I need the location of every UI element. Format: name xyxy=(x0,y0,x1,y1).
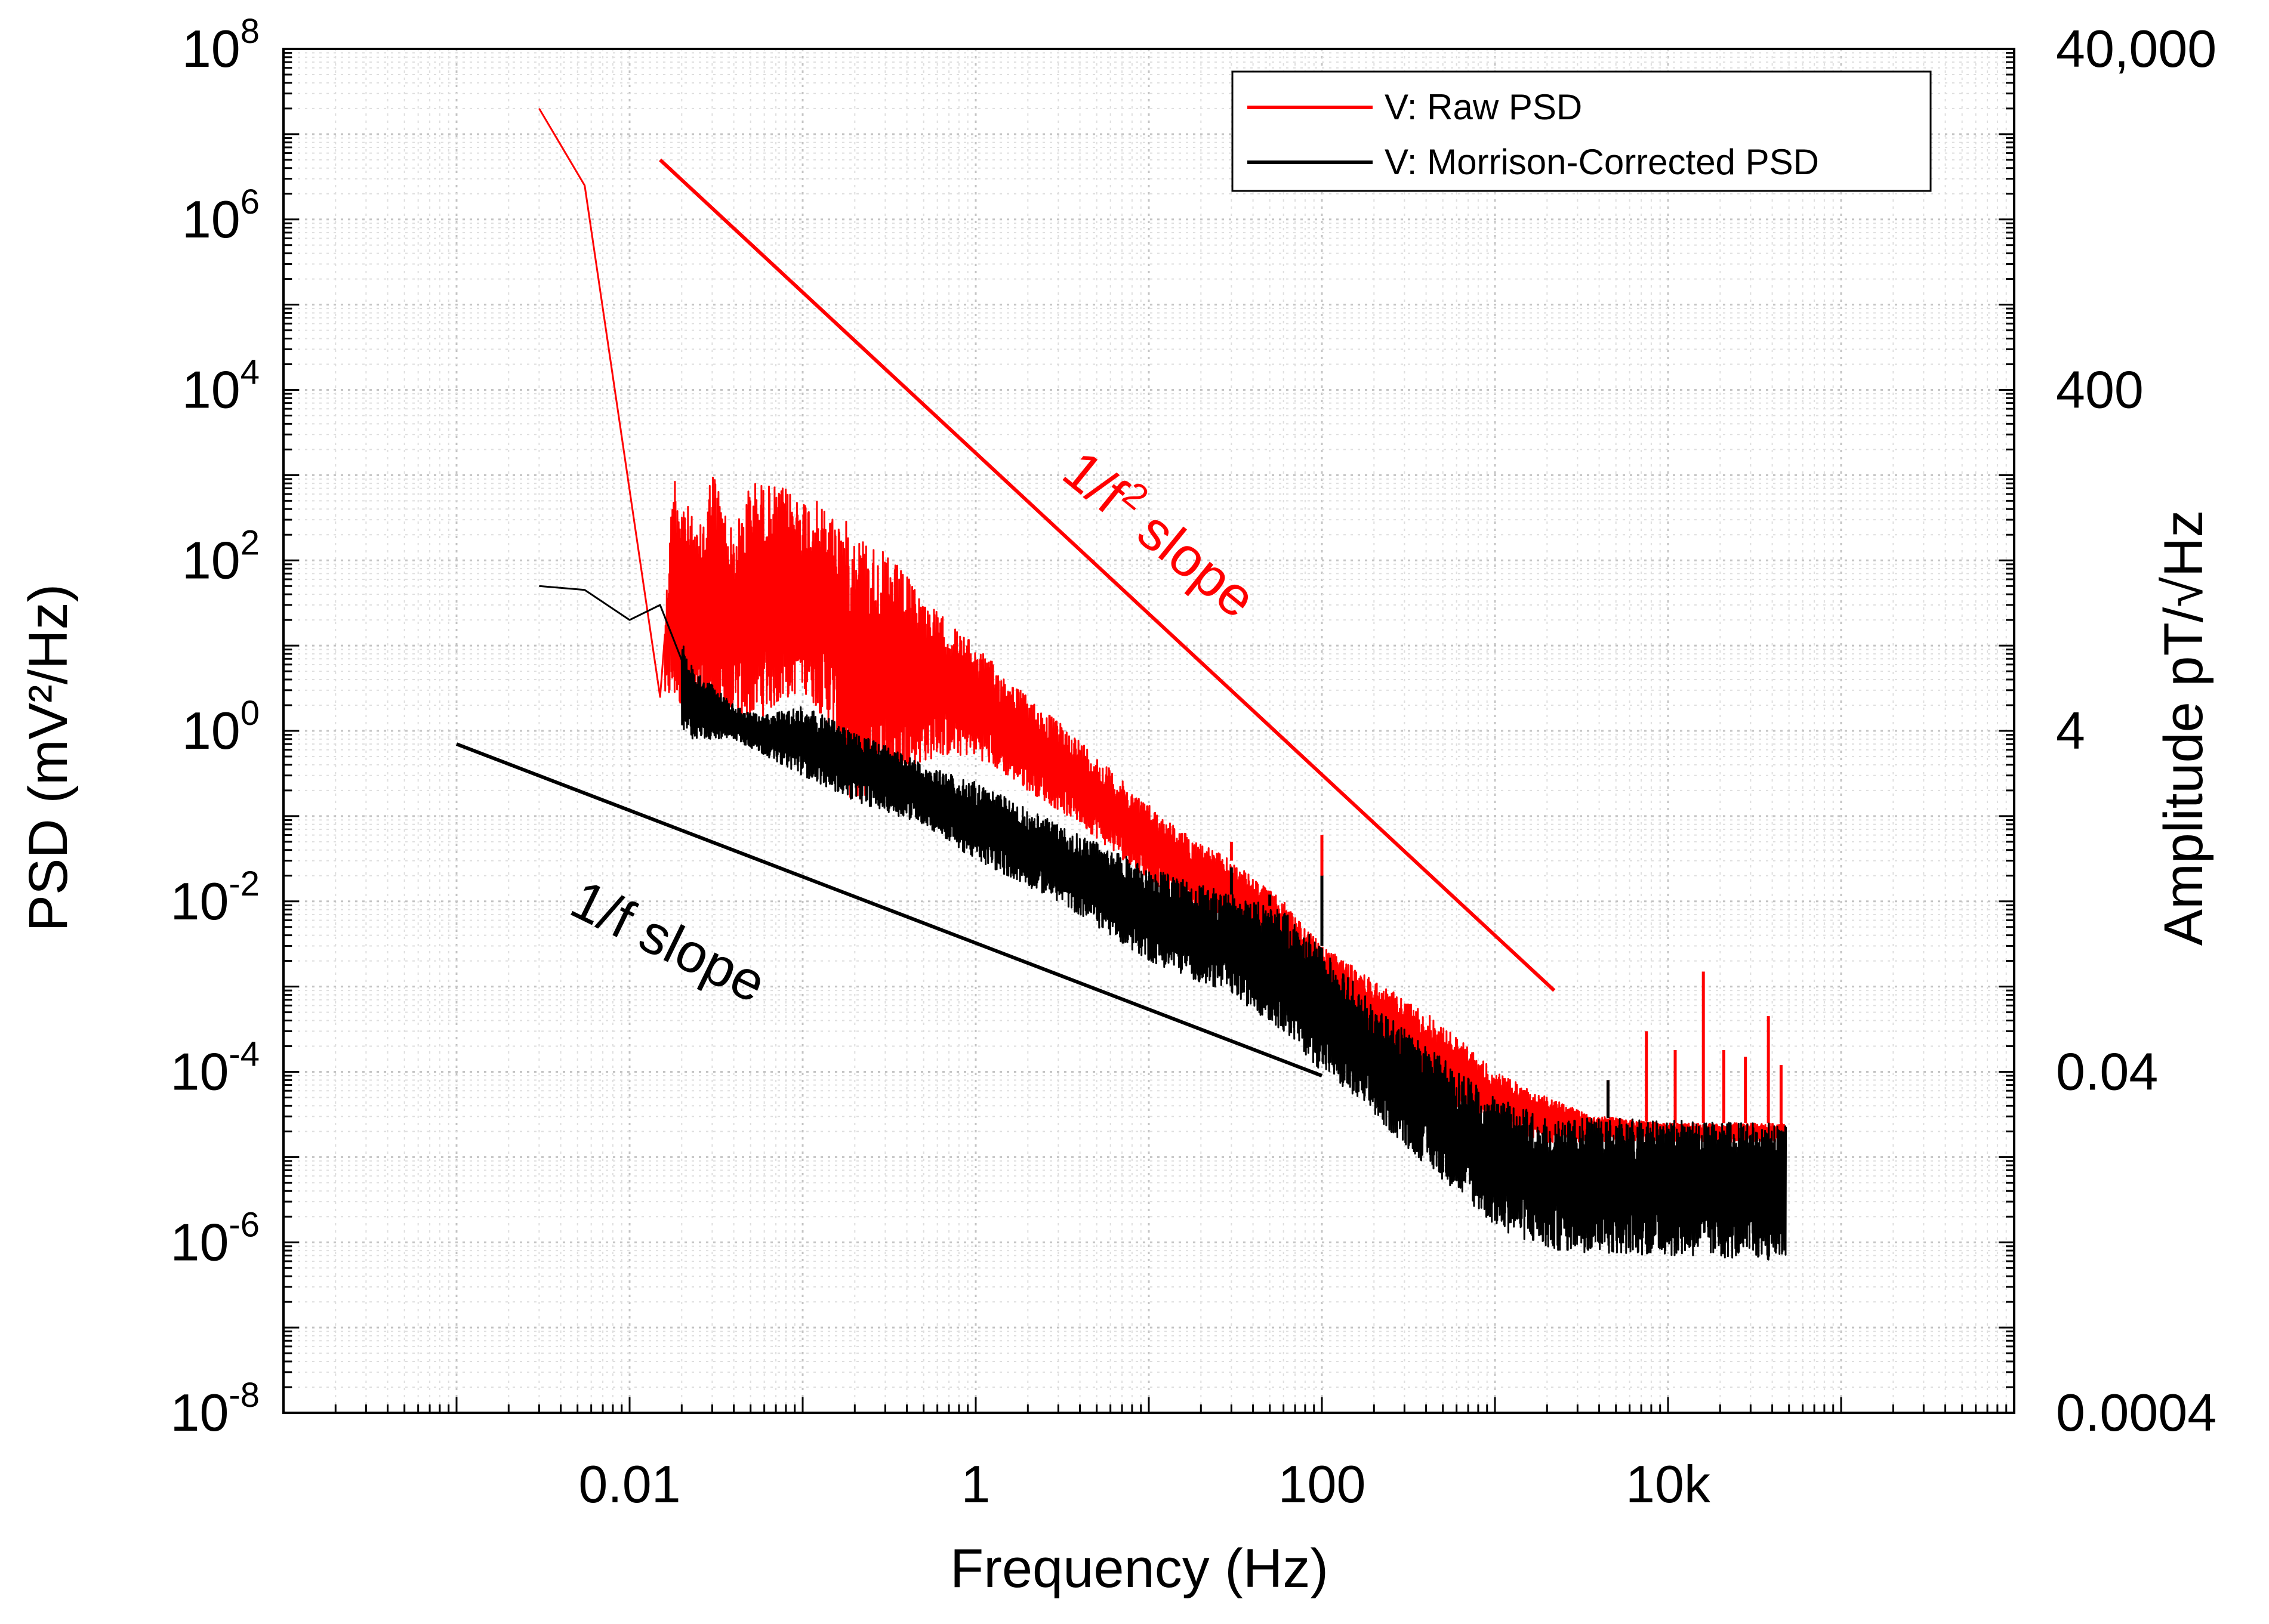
y-axis-label: PSD (mV²/Hz) xyxy=(18,584,79,932)
y-tick-label-base: 10 xyxy=(182,701,241,760)
y-tick-label: 102 xyxy=(182,523,260,589)
y-tick-label: 10-8 xyxy=(171,1376,260,1442)
y-tick-label-base: 10 xyxy=(182,190,241,249)
y-tick-label-exponent: 4 xyxy=(241,353,260,392)
y-tick-label-base: 10 xyxy=(171,872,229,931)
axes-layer: 0.01 1 100 10k10810610410210010-210-410-610… xyxy=(171,12,2217,1514)
y-axis-right-label: Amplitude pT/√Hz xyxy=(2153,510,2214,946)
y-right-tick-label: 400 xyxy=(2056,360,2144,419)
x-tick-label: 10k xyxy=(1626,1455,1711,1514)
legend: V: Raw PSD V: Morrison-Corrected PSD xyxy=(1231,70,1932,192)
y-tick-label: 104 xyxy=(182,353,260,419)
y-tick-label-base: 10 xyxy=(182,360,241,419)
y-tick-label: 108 xyxy=(182,12,260,78)
y-tick-label-base: 10 xyxy=(171,1212,229,1271)
legend-label-corrected: V: Morrison-Corrected PSD xyxy=(1385,142,1819,182)
y-tick-label-exponent: -2 xyxy=(229,865,260,903)
x-tick-label: 1 xyxy=(961,1455,991,1514)
y-tick-label-exponent: -6 xyxy=(229,1205,260,1244)
y-tick-label-base: 10 xyxy=(171,1042,229,1101)
y-tick-label-exponent: 6 xyxy=(241,183,260,221)
y-tick-label-exponent: 8 xyxy=(241,12,260,51)
series-morrison-corrected-psd xyxy=(539,585,1787,1261)
y-right-tick-label: 0.0004 xyxy=(2056,1383,2216,1442)
y-tick-label: 100 xyxy=(182,694,260,760)
x-tick-label: 100 xyxy=(1278,1455,1366,1514)
y-tick-label: 106 xyxy=(182,183,260,249)
y-right-tick-label: 4 xyxy=(2056,701,2085,760)
y-tick-label: 10-4 xyxy=(171,1035,260,1101)
y-tick-label-base: 10 xyxy=(182,19,241,78)
x-axis-label: Frequency (Hz) xyxy=(950,1538,1328,1599)
y-right-tick-label: 40,000 xyxy=(2056,19,2216,78)
y-tick-label-exponent: -8 xyxy=(229,1376,260,1415)
y-tick-label-exponent: 0 xyxy=(241,694,260,733)
y-tick-label-exponent: 2 xyxy=(241,523,260,562)
legend-box xyxy=(1231,70,1932,192)
reference-line-1f2 xyxy=(659,158,1556,992)
y-tick-label: 10-2 xyxy=(171,865,260,931)
y-right-tick-label: 0.04 xyxy=(2056,1042,2158,1101)
y-tick-label-base: 10 xyxy=(171,1383,229,1442)
series-layer xyxy=(455,108,1787,1261)
y-tick-label-exponent: -4 xyxy=(229,1035,260,1074)
x-tick-label: 0.01 xyxy=(578,1455,680,1514)
y-tick-label: 10-6 xyxy=(171,1205,260,1271)
reference-line-1f xyxy=(455,742,1323,1077)
y-tick-label-base: 10 xyxy=(182,530,241,589)
legend-label-raw: V: Raw PSD xyxy=(1385,87,1582,127)
